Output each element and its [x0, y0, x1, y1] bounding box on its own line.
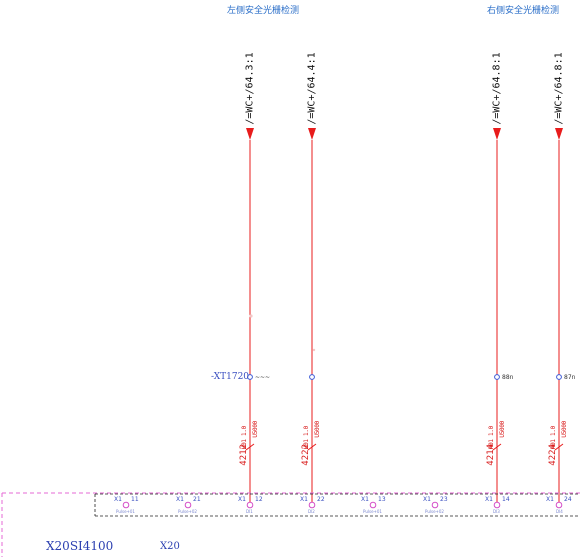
terminal-number-24: 24	[564, 496, 572, 503]
module-connector: X20	[160, 541, 180, 552]
wire-spec-1: H01 1.0	[241, 426, 248, 450]
terminal-circles	[122, 501, 563, 509]
terminal-strip	[94, 493, 580, 517]
terminal-prefix-21: X1	[176, 496, 184, 503]
faint-mark-1	[249, 314, 253, 318]
terminal-sub-12: DI1	[246, 509, 253, 514]
cross-reference-4: /=WC+/64.8:1	[553, 52, 565, 125]
wire-spec-4: H01 1.0	[550, 426, 557, 450]
terminal-circle-23	[431, 501, 439, 509]
connection-nodes	[247, 374, 562, 380]
connection-node-1	[247, 374, 253, 380]
wire-slashes	[245, 443, 564, 451]
terminal-prefix-24: X1	[546, 496, 554, 503]
terminal-circle-21	[184, 501, 192, 509]
signal-wires	[249, 140, 560, 505]
terminal-sub-11: Pulse+01	[116, 509, 135, 514]
node-label-3: 87n	[564, 374, 576, 381]
terminal-number-23: 23	[440, 496, 448, 503]
cross-reference-3: /=WC+/64.8:1	[491, 52, 503, 125]
node-label-2: 88n	[502, 374, 514, 381]
terminal-prefix-14: X1	[485, 496, 493, 503]
wire-spec-3: H01 1.0	[488, 426, 495, 450]
terminal-sub-23: Pulse+02	[425, 509, 444, 514]
terminal-number-11: 11	[131, 496, 139, 503]
terminal-prefix-12: X1	[238, 496, 246, 503]
terminal-number-14: 14	[502, 496, 510, 503]
left-light-curtain-header: 左侧安全光栅检测	[227, 6, 300, 16]
wire-slash-3	[492, 443, 502, 451]
terminal-circle-22	[308, 501, 316, 509]
cross-reference-1: /=WC+/64.3:1	[244, 52, 256, 125]
terminal-prefix-13: X1	[361, 496, 369, 503]
node-label-1: ~~~	[255, 374, 271, 381]
wire-code-3: U5000	[499, 421, 506, 438]
terminal-number-21: 21	[193, 496, 201, 503]
terminal-number-13: 13	[378, 496, 386, 503]
wire-code-4: U5000	[561, 421, 568, 438]
wire-spec-2: H01 1.0	[303, 426, 310, 450]
terminal-prefix-23: X1	[423, 496, 431, 503]
device-tag: -XT1720	[211, 372, 250, 382]
wire-slash-1	[245, 443, 255, 451]
arrow-2	[308, 128, 316, 140]
module-frame	[1, 492, 580, 557]
faint-marks	[249, 314, 316, 352]
terminal-prefix-11: X1	[114, 496, 122, 503]
right-light-curtain-header: 右侧安全光栅检测	[487, 6, 560, 16]
terminal-number-22: 22	[317, 496, 325, 503]
connection-node-2	[309, 374, 315, 380]
faint-mark-2	[312, 348, 316, 352]
terminal-circle-12	[246, 501, 254, 509]
terminal-circle-14	[493, 501, 501, 509]
arrow-3	[493, 128, 501, 140]
module-name: X20SI4100	[46, 539, 114, 553]
reference-arrows	[246, 128, 563, 140]
connection-node-4	[556, 374, 562, 380]
terminal-prefix-22: X1	[300, 496, 308, 503]
wire-slash-2	[307, 443, 317, 451]
terminal-circle-13	[369, 501, 377, 509]
arrow-4	[555, 128, 563, 140]
terminal-sub-24: DI4	[556, 509, 563, 514]
terminal-sub-14: DI3	[493, 509, 500, 514]
terminal-sub-22: DI2	[308, 509, 315, 514]
connection-node-3	[494, 374, 500, 380]
terminal-circle-24	[555, 501, 563, 509]
terminal-number-12: 12	[255, 496, 263, 503]
wire-code-1: U5000	[252, 421, 259, 438]
cross-reference-2: /=WC+/64.4:1	[306, 52, 318, 125]
terminal-sub-13: Pulse+01	[363, 509, 382, 514]
terminal-sub-21: Pulse+02	[178, 509, 197, 514]
wire-slash-4	[554, 443, 564, 451]
terminal-circle-11	[122, 501, 130, 509]
arrow-1	[246, 128, 254, 140]
wire-code-2: U5000	[314, 421, 321, 438]
